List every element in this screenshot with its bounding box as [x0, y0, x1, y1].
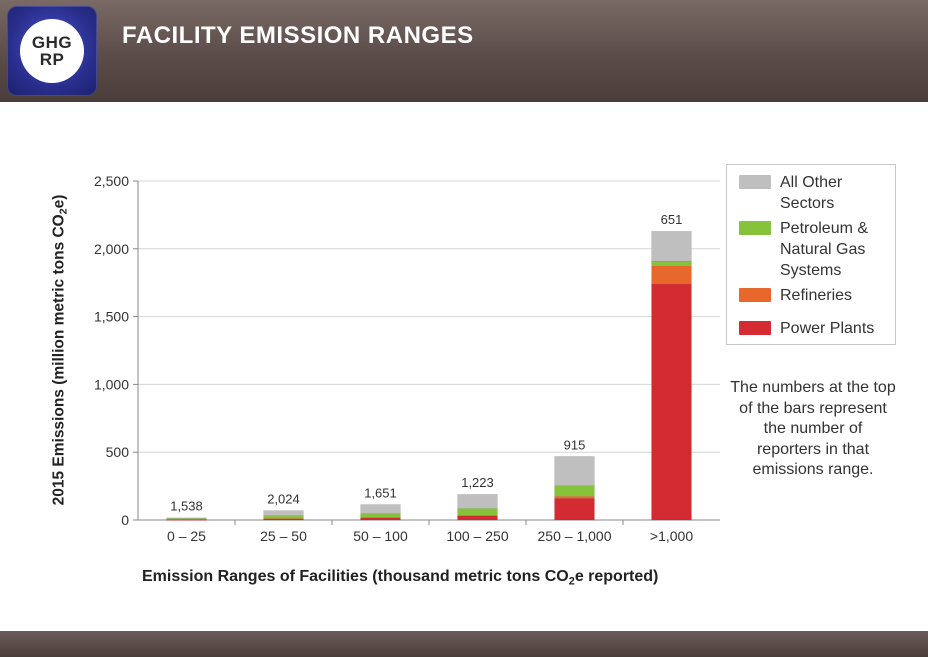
bar-segment	[651, 283, 692, 521]
bar-segment	[457, 515, 498, 521]
bar-segment	[554, 498, 595, 521]
bar-segment	[360, 517, 401, 519]
y-tick-label: 1,000	[94, 376, 129, 392]
ghgrp-logo: GHG RP	[7, 6, 97, 96]
legend-swatch	[739, 321, 771, 335]
bar-segment	[651, 230, 692, 262]
legend-label: All Other Sectors	[780, 174, 843, 212]
bar-segment	[554, 496, 595, 499]
bar-segment	[554, 456, 595, 486]
y-tick-label: 2,000	[94, 241, 129, 257]
bar-segment	[651, 265, 692, 285]
y-tick-label: 1,500	[94, 309, 129, 325]
bar-segment	[263, 515, 304, 519]
legend-item-all-other-sectors: All Other Sectors	[739, 172, 890, 214]
y-axis-title: 2015 Emissions (million metric tons CO2e…	[50, 194, 70, 506]
logo-text-line1: GHG	[31, 33, 73, 52]
bar-count-label: 1,538	[170, 499, 203, 514]
x-tick-label: >1,000	[650, 528, 693, 544]
x-tick-label: 25 – 50	[260, 528, 307, 544]
bar-segment	[457, 508, 498, 516]
bar-segment	[166, 517, 207, 519]
bar-count-label: 1,651	[364, 485, 397, 500]
chart-note: The numbers at the top of the bars repre…	[730, 379, 896, 478]
logo-text-line2: RP	[39, 50, 65, 69]
page-title: FACILITY EMISSION RANGES	[122, 22, 474, 49]
header-bar: GHG RP FACILITY EMISSION RANGES	[0, 0, 928, 102]
bar-segment	[554, 485, 595, 497]
x-axis-title: Emission Ranges of Facilities (thousand …	[142, 568, 659, 588]
y-tick-label: 2,500	[94, 173, 129, 189]
x-tick-label: 0 – 25	[167, 528, 206, 544]
footer-bar	[0, 631, 928, 657]
legend-swatch	[739, 288, 771, 302]
legend-label: Power Plants	[780, 320, 875, 337]
x-tick-label: 250 – 1,000	[538, 528, 612, 544]
legend-label: Refineries	[780, 287, 853, 304]
bar-segment	[263, 510, 304, 516]
bar-segment	[457, 493, 498, 509]
bar-segment	[360, 504, 401, 514]
bar-count-label: 2,024	[267, 492, 300, 507]
bar-count-label: 1,223	[461, 475, 494, 490]
logo-badge: GHG RP	[20, 19, 84, 83]
x-tick-label: 100 – 250	[446, 528, 508, 544]
legend-label: Petroleum & Natural Gas Systems	[780, 220, 869, 279]
legend-item-power-plants: Power Plants	[739, 318, 890, 339]
legend-item-petroleum-natural-gas: Petroleum & Natural Gas Systems	[739, 218, 890, 281]
bar-count-label: 915	[564, 437, 586, 452]
chart-legend: All Other Sectors Petroleum & Natural Ga…	[726, 164, 896, 345]
bar-segment	[651, 260, 692, 266]
bar-count-label: 651	[661, 212, 683, 227]
legend-item-refineries: Refineries	[739, 285, 890, 306]
y-tick-label: 0	[121, 512, 129, 528]
legend-swatch	[739, 221, 771, 235]
legend-swatch	[739, 175, 771, 189]
bar-segment	[360, 512, 401, 518]
y-tick-label: 500	[106, 444, 130, 460]
x-tick-label: 50 – 100	[353, 528, 408, 544]
